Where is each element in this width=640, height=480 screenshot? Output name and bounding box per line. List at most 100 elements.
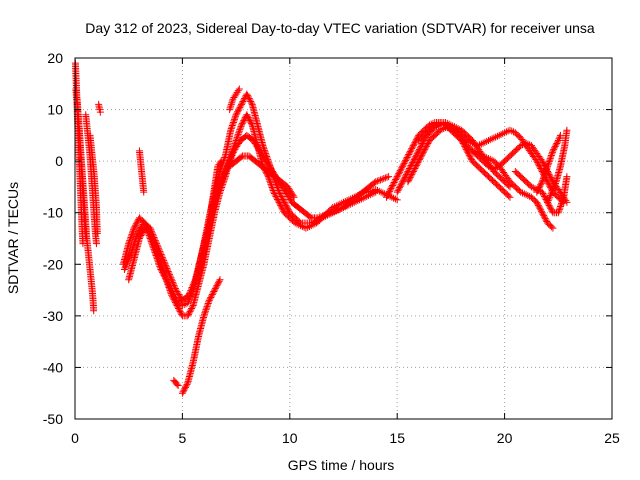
data-point bbox=[483, 137, 491, 145]
data-point bbox=[205, 298, 213, 306]
data-point bbox=[203, 303, 211, 311]
data-point bbox=[563, 173, 571, 181]
data-point bbox=[232, 111, 240, 119]
data-point bbox=[534, 185, 542, 193]
data-point bbox=[445, 120, 453, 128]
data-point bbox=[408, 170, 416, 178]
data-point bbox=[383, 192, 391, 200]
data-point bbox=[160, 258, 168, 266]
data-point bbox=[173, 380, 181, 388]
data-point bbox=[163, 277, 171, 285]
data-point bbox=[399, 161, 407, 169]
data-point bbox=[247, 118, 255, 126]
data-point bbox=[227, 126, 235, 134]
data-point bbox=[229, 120, 237, 128]
x-axis-ticks: 0 5 10 15 20 25 bbox=[71, 58, 620, 446]
data-point bbox=[499, 130, 507, 138]
data-point bbox=[520, 190, 528, 198]
data-point bbox=[164, 280, 172, 288]
data-point bbox=[443, 119, 451, 127]
data-point bbox=[270, 190, 278, 198]
data-point bbox=[236, 126, 244, 134]
data-point bbox=[396, 184, 404, 192]
data-point bbox=[406, 173, 414, 181]
data-point bbox=[127, 232, 135, 240]
data-point bbox=[407, 146, 415, 154]
data-point bbox=[188, 304, 196, 312]
data-point bbox=[206, 295, 214, 303]
data-point bbox=[433, 120, 441, 128]
data-point bbox=[541, 168, 549, 176]
data-point bbox=[157, 262, 165, 270]
data-point bbox=[273, 194, 281, 202]
data-point bbox=[558, 198, 566, 206]
data-point bbox=[547, 151, 555, 159]
data-point bbox=[331, 207, 339, 215]
data-point bbox=[130, 224, 138, 232]
data-point bbox=[402, 155, 410, 163]
data-point bbox=[539, 175, 547, 183]
data-point bbox=[176, 307, 184, 315]
data-point bbox=[274, 197, 282, 205]
data-point bbox=[366, 188, 374, 196]
x-tick-label: 25 bbox=[604, 430, 620, 446]
data-point bbox=[212, 283, 220, 291]
data-point bbox=[161, 260, 169, 268]
data-point bbox=[126, 252, 134, 260]
data-point bbox=[545, 158, 553, 166]
data-point bbox=[404, 178, 412, 186]
data-point bbox=[402, 156, 410, 164]
data-point bbox=[338, 204, 346, 212]
data-point bbox=[201, 309, 209, 317]
series-late-4 bbox=[415, 118, 514, 191]
data-point bbox=[405, 175, 413, 183]
data-point bbox=[377, 188, 385, 196]
data-point bbox=[539, 159, 547, 167]
data-point bbox=[416, 154, 424, 162]
data-point bbox=[234, 106, 242, 114]
x-tick-label: 10 bbox=[282, 430, 298, 446]
data-point bbox=[436, 126, 444, 134]
data-point bbox=[161, 271, 169, 279]
data-point bbox=[188, 283, 196, 291]
data-point bbox=[274, 195, 282, 203]
data-point bbox=[277, 201, 285, 209]
y-tick-label: -10 bbox=[43, 205, 63, 221]
data-point bbox=[173, 302, 181, 310]
data-point bbox=[420, 147, 428, 155]
data-point bbox=[228, 151, 236, 159]
data-point bbox=[243, 90, 251, 98]
data-point bbox=[540, 193, 548, 201]
data-point bbox=[124, 256, 132, 264]
data-point bbox=[243, 111, 251, 119]
data-point bbox=[305, 222, 313, 230]
data-point bbox=[556, 204, 564, 212]
data-point bbox=[412, 163, 420, 171]
data-point bbox=[412, 162, 420, 170]
data-point bbox=[486, 163, 494, 171]
x-tick-label: 15 bbox=[389, 430, 405, 446]
data-point bbox=[266, 179, 274, 187]
data-point bbox=[238, 99, 246, 107]
data-point bbox=[162, 261, 170, 269]
data-point bbox=[546, 156, 554, 164]
data-point bbox=[216, 276, 224, 284]
data-point bbox=[149, 232, 157, 240]
data-point bbox=[163, 279, 171, 287]
data-point bbox=[422, 144, 430, 152]
data-point bbox=[191, 277, 199, 285]
data-point bbox=[395, 170, 403, 178]
data-point bbox=[395, 185, 403, 193]
data-point bbox=[479, 139, 487, 147]
data-point bbox=[409, 142, 417, 150]
data-point bbox=[130, 226, 138, 234]
data-point bbox=[556, 133, 564, 141]
data-point bbox=[486, 136, 494, 144]
data-point bbox=[497, 130, 505, 138]
data-point bbox=[186, 307, 194, 315]
data-point bbox=[501, 129, 509, 137]
data-point bbox=[179, 388, 187, 396]
data-point bbox=[226, 106, 234, 114]
data-point bbox=[247, 97, 255, 105]
data-point bbox=[325, 209, 333, 217]
